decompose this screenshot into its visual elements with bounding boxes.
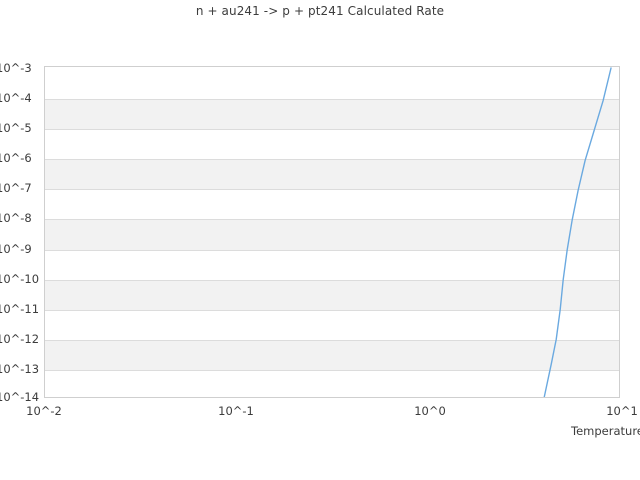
plot-band (45, 219, 619, 250)
chart-title: n + au241 -> p + pt241 Calculated Rate (195, 4, 445, 18)
gridline (45, 370, 619, 371)
x-axis-tick-label: 10^0 (414, 404, 446, 418)
y-axis-tick-label: 10^-11 (0, 302, 40, 316)
gridline (45, 310, 619, 311)
gridline (45, 340, 619, 341)
gridline (45, 159, 619, 160)
plot-area (44, 66, 620, 398)
y-axis-tick-label: 10^-4 (0, 91, 32, 105)
x-axis-title: Temperature (GK) (571, 424, 640, 438)
gridline (45, 280, 619, 281)
y-axis-tick-label: 10^-14 (0, 390, 40, 404)
y-axis-tick-label: 10^-7 (0, 181, 32, 195)
y-axis-tick-labels: 10^-3 10^-4 10^-5 10^-6 10^-7 10^-8 10^-9 10^-1… (0, 0, 40, 480)
y-axis-tick-label: 10^-13 (0, 362, 40, 376)
gridline (45, 219, 619, 220)
gridline (45, 99, 619, 100)
data-series-layer (543, 67, 612, 397)
y-axis-tick-label: 10^-12 (0, 332, 40, 346)
x-axis-tick-label: 10^1 (606, 404, 638, 418)
y-axis-tick-label: 10^-10 (0, 272, 40, 286)
y-axis-tick-label: 10^-6 (0, 151, 32, 165)
y-axis-tick-label: 10^-9 (0, 242, 32, 256)
gridline (45, 250, 619, 251)
y-axis-tick-label: 10^-8 (0, 211, 32, 225)
plot-band (45, 99, 619, 129)
gridline (45, 189, 619, 190)
gridline (45, 129, 619, 130)
plot-band (45, 280, 619, 310)
y-axis-tick-label: 10^-3 (0, 61, 32, 75)
series-line-calculated-rate (543, 67, 612, 397)
plot-band (45, 159, 619, 189)
x-axis-tick-label: 10^-2 (26, 404, 62, 418)
x-axis-tick-label: 10^-1 (218, 404, 254, 418)
plot-band (45, 340, 619, 370)
y-axis-tick-label: 10^-5 (0, 121, 32, 135)
